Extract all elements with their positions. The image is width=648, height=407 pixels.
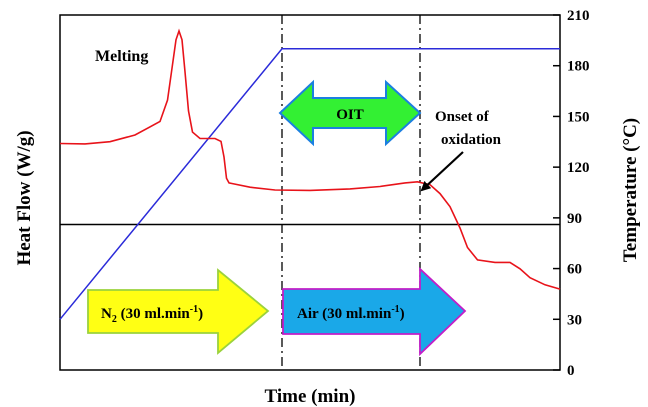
right-axis-tick-label: 120 bbox=[567, 160, 590, 176]
right-axis-ticks: 0 30 60 90 120 150 180 210 bbox=[553, 8, 590, 379]
air-label: Air (30 ml.min-1) bbox=[297, 304, 405, 322]
right-axis-tick-label: 30 bbox=[567, 312, 582, 328]
melting-label: Melting bbox=[95, 48, 148, 65]
x-axis-title: Time (min) bbox=[265, 386, 356, 407]
n2-label-superscript: -1 bbox=[190, 304, 198, 315]
right-axis-tick-label: 60 bbox=[567, 262, 582, 278]
n2-label: N2 (30 ml.min-1) bbox=[101, 304, 203, 325]
air-purge-arrow bbox=[282, 266, 467, 357]
air-label-superscript: -1 bbox=[391, 304, 399, 315]
right-axis-tick-label: 90 bbox=[567, 211, 582, 227]
n2-label-main: N bbox=[101, 306, 112, 322]
onset-label-line1: Onset of bbox=[435, 109, 490, 125]
n2-label-close: ) bbox=[198, 306, 203, 322]
air-label-main: Air (30 ml.min bbox=[297, 306, 392, 322]
right-axis-tick-label: 0 bbox=[567, 363, 575, 379]
n2-label-subscript: 2 bbox=[112, 314, 117, 325]
oit-label: OIT bbox=[336, 107, 364, 123]
right-axis-title: Temperature (°C) bbox=[620, 118, 641, 262]
plot-frame bbox=[59, 14, 561, 371]
right-axis-tick-label: 150 bbox=[567, 109, 590, 125]
right-axis-tick-label: 180 bbox=[567, 59, 590, 75]
right-axis-tick-label: 210 bbox=[567, 8, 590, 24]
temperature-series-line bbox=[59, 48, 560, 320]
n2-label-rest: (30 ml.min bbox=[117, 306, 191, 322]
left-axis-title: Heat Flow (W/g) bbox=[14, 130, 35, 265]
air-label-close: ) bbox=[400, 306, 405, 322]
n2-purge-arrow bbox=[87, 268, 270, 355]
oit-double-arrow bbox=[278, 79, 422, 147]
heat-flow-series-line bbox=[59, 28, 561, 290]
onset-label-line2: oxidation bbox=[441, 132, 502, 148]
onset-arrow bbox=[420, 151, 464, 192]
